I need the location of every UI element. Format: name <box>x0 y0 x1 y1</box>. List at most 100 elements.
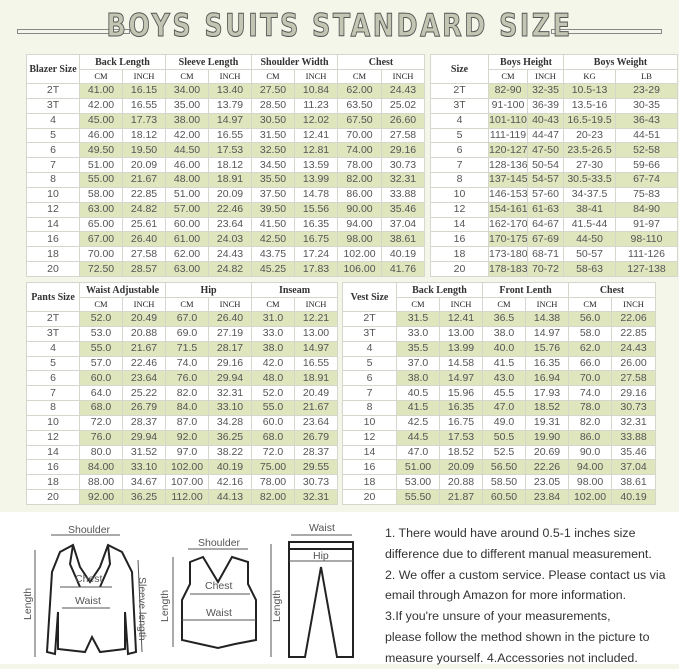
size-cell: 10 <box>26 186 80 203</box>
value-cell: 33.0 <box>396 325 440 342</box>
size-cell: 18 <box>26 474 80 491</box>
table-row: 8 137-145 54-57 30.5-33.5 67-74 <box>430 172 679 188</box>
value-cell: 23.64 <box>294 414 339 431</box>
value-cell: 61-63 <box>526 201 565 218</box>
table-row: 14 65.00 25.61 60.00 23.64 41.50 16.35 94.00 37.… <box>26 216 426 233</box>
value-cell: 178-183 <box>488 261 528 277</box>
value-cell: 37.04 <box>381 216 426 233</box>
value-cell: 36-43 <box>615 112 679 129</box>
size-cell: 2T <box>342 311 397 327</box>
value-cell: 33.10 <box>121 459 167 476</box>
size-cell: 12 <box>342 429 397 446</box>
value-cell: 16.94 <box>525 370 570 387</box>
size-cell: 16 <box>342 459 397 476</box>
value-cell: 22.85 <box>121 186 167 203</box>
value-cell: 21.67 <box>121 172 167 188</box>
vest-chest-label: Chest <box>205 580 233 592</box>
table-row: 6 120-127 47-50 23.5-26.5 52-58 <box>430 142 679 159</box>
note-line: 2. We offer a custom service. Please con… <box>385 567 666 582</box>
value-cell: 42.5 <box>396 414 440 431</box>
value-cell: 25.22 <box>121 385 167 402</box>
value-cell: 46.00 <box>79 127 123 144</box>
value-cell: 72.50 <box>79 261 123 277</box>
value-cell: 106.00 <box>337 261 383 277</box>
value-cell: 33.10 <box>208 400 253 416</box>
value-cell: 26.00 <box>611 355 657 372</box>
value-cell: 35.46 <box>611 444 657 461</box>
size-cell: 20 <box>430 261 489 277</box>
size-cell: 14 <box>430 216 489 233</box>
value-cell: 26.79 <box>294 429 339 446</box>
value-cell: 52.5 <box>482 444 527 461</box>
blazer-waist-label: Waist <box>75 595 101 607</box>
measurement-diagrams: Shoulder Chest Waist Length Sleeve lengt… <box>22 522 354 658</box>
table-row: 20 92.00 36.25 112.00 44.13 82.00 32.31 <box>26 489 339 505</box>
value-cell: 16.35 <box>294 216 339 233</box>
value-cell: 58-63 <box>563 261 617 277</box>
measurement-guide: Shoulder Chest Waist Length Sleeve lengt… <box>0 512 679 665</box>
size-cell: 3T <box>26 325 80 342</box>
value-cell: 98.00 <box>568 474 613 491</box>
unit-header: CM <box>337 69 383 84</box>
table-row: 10 72.0 28.37 87.0 34.28 60.0 23.64 <box>26 414 339 431</box>
value-cell: 26.60 <box>381 112 426 129</box>
value-cell: 31.50 <box>251 127 296 144</box>
unit-header: INCH <box>294 69 339 84</box>
unit-header: CM <box>165 69 210 84</box>
value-cell: 51.00 <box>165 186 210 203</box>
table-row: 4 45.00 17.73 38.00 14.97 30.50 12.02 67.50 26.6… <box>26 112 426 129</box>
value-cell: 57-60 <box>526 186 565 203</box>
value-cell: 65.00 <box>79 216 123 233</box>
size-cell: 7 <box>430 157 489 174</box>
value-cell: 82.0 <box>165 385 210 402</box>
value-cell: 17.83 <box>294 261 339 277</box>
value-cell: 29.94 <box>121 429 167 446</box>
size-cell: 12 <box>430 201 489 218</box>
value-cell: 80.0 <box>79 444 123 461</box>
table-row: 18 70.00 27.58 62.00 24.43 43.75 17.24 102.00 40… <box>26 246 426 263</box>
size-cell: 6 <box>430 142 489 159</box>
value-cell: 38.0 <box>482 325 527 342</box>
value-cell: 63.50 <box>337 97 383 114</box>
value-cell: 41.00 <box>79 83 123 99</box>
column-group-header: Chest <box>337 54 426 70</box>
value-cell: 71.5 <box>165 340 210 357</box>
value-cell: 29.16 <box>208 355 253 372</box>
size-column-header: Size <box>430 54 489 84</box>
value-cell: 67-74 <box>615 172 679 188</box>
value-cell: 68.0 <box>251 429 296 446</box>
table-row: 8 68.0 26.79 84.0 33.10 55.0 21.67 <box>26 400 339 416</box>
table-row: 10 42.5 16.75 49.0 19.31 82.0 32.31 <box>342 414 657 431</box>
value-cell: 42.0 <box>251 355 296 372</box>
value-cell: 23.5-26.5 <box>563 142 617 159</box>
value-cell: 72.0 <box>79 414 123 431</box>
value-cell: 31.0 <box>251 311 296 327</box>
size-cell: 3T <box>430 97 489 114</box>
value-cell: 20-23 <box>563 127 617 144</box>
value-cell: 34.00 <box>165 83 210 99</box>
value-cell: 35.00 <box>165 97 210 114</box>
size-cell: 3T <box>342 325 397 342</box>
value-cell: 19.50 <box>121 142 167 159</box>
value-cell: 44-50 <box>563 231 617 248</box>
column-group-header: Sleeve Length <box>165 54 253 70</box>
size-cell: 2T <box>26 311 80 327</box>
value-cell: 26.40 <box>208 311 253 327</box>
value-cell: 23-29 <box>615 83 679 99</box>
table-row: 3T 42.00 16.55 35.00 13.79 28.50 11.23 63.50 25.… <box>26 97 426 114</box>
table-row: 10 58.00 22.85 51.00 20.09 37.50 14.78 86.00 33.… <box>26 186 426 203</box>
value-cell: 22.85 <box>611 325 657 342</box>
value-cell: 16.55 <box>121 97 167 114</box>
table-row: 7 40.5 15.96 45.5 17.93 74.0 29.16 <box>342 385 657 402</box>
value-cell: 34-37.5 <box>563 186 617 203</box>
value-cell: 43.75 <box>251 246 296 263</box>
table-row: 12 76.0 29.94 92.0 36.25 68.0 26.79 <box>26 429 339 446</box>
table-row: 16 84.00 33.10 102.00 40.19 75.00 29.55 <box>26 459 339 476</box>
unit-header: INCH <box>208 297 253 312</box>
unit-header: INCH <box>525 297 570 312</box>
value-cell: 70.00 <box>337 127 383 144</box>
table-row: 18 173-180 68-71 50-57 111-126 <box>430 246 679 263</box>
value-cell: 84.0 <box>165 400 210 416</box>
value-cell: 46.00 <box>165 157 210 174</box>
value-cell: 16.55 <box>294 355 339 372</box>
